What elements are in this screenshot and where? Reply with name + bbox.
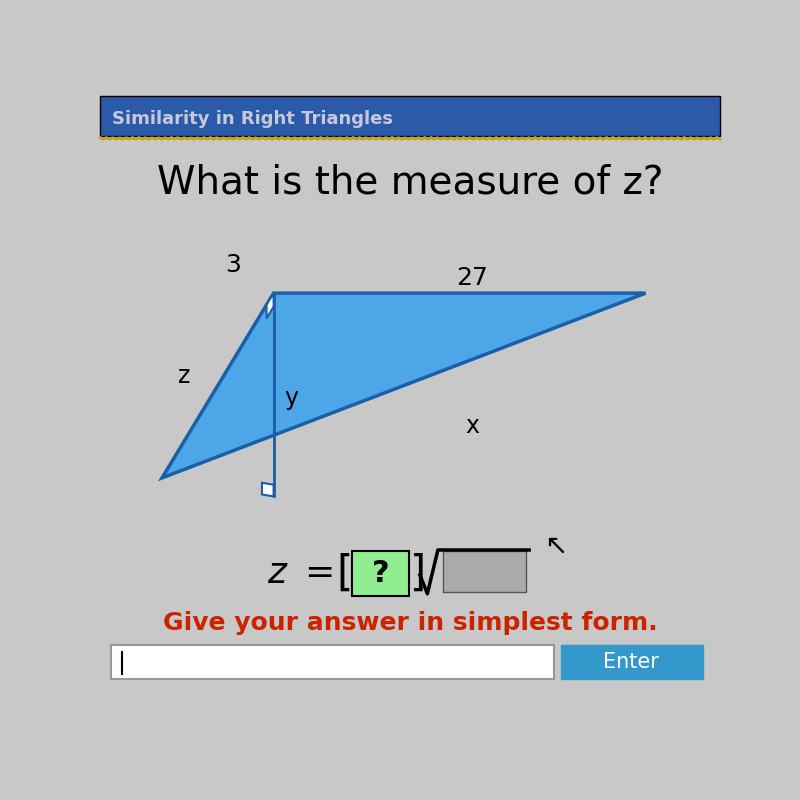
Text: x: x xyxy=(465,414,479,438)
Text: 27: 27 xyxy=(456,266,488,290)
Text: z: z xyxy=(178,364,190,388)
Text: $z\ =$: $z\ =$ xyxy=(267,557,334,590)
Text: [: [ xyxy=(337,553,353,594)
Polygon shape xyxy=(266,293,274,318)
Polygon shape xyxy=(262,482,274,496)
FancyBboxPatch shape xyxy=(111,645,554,679)
FancyBboxPatch shape xyxy=(100,96,720,136)
FancyBboxPatch shape xyxy=(443,551,526,592)
Text: ↖: ↖ xyxy=(544,532,567,560)
FancyBboxPatch shape xyxy=(352,551,409,595)
Polygon shape xyxy=(162,293,646,478)
Text: Give your answer in simplest form.: Give your answer in simplest form. xyxy=(162,610,658,634)
FancyBboxPatch shape xyxy=(561,645,702,679)
Text: ?: ? xyxy=(372,559,390,588)
Text: Similarity in Right Triangles: Similarity in Right Triangles xyxy=(112,110,394,128)
Text: Enter: Enter xyxy=(603,652,659,672)
Text: ]: ] xyxy=(410,553,426,594)
Text: y: y xyxy=(284,386,298,410)
Text: What is the measure of z?: What is the measure of z? xyxy=(157,163,663,202)
Text: 3: 3 xyxy=(226,254,242,278)
